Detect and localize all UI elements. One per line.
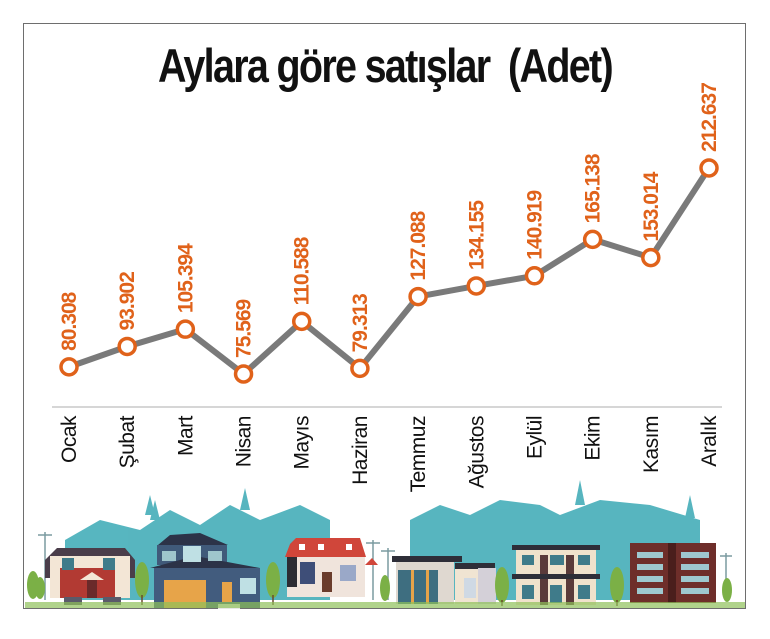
value-label: 80.308 (58, 291, 81, 351)
value-label: 75.569 (233, 299, 256, 358)
data-point-marker (582, 229, 603, 250)
month-label: Şubat (116, 415, 139, 468)
month-label: Aralık (698, 415, 721, 467)
month-label: Ekim (582, 416, 605, 461)
month-label: Kasım (640, 416, 663, 473)
value-labels: 80.308 93.902 105.394 75.569 110.588 79.313 12… (58, 83, 721, 358)
chart-title: Aylara göre satışlar (Adet) (158, 39, 614, 92)
data-point-marker (408, 286, 428, 307)
month-label: Nisan (233, 416, 256, 467)
month-label: Eylül (523, 416, 546, 459)
value-label: 134.155 (465, 200, 488, 270)
month-label: Mayıs (291, 416, 314, 470)
month-label: Ağustos (465, 416, 488, 488)
value-label: 79.313 (349, 294, 372, 353)
data-point-marker (524, 266, 545, 286)
value-label: 140.919 (523, 191, 546, 260)
data-point-marker (117, 336, 137, 357)
data-point-marker (291, 311, 312, 332)
value-label: 127.088 (407, 210, 430, 280)
data-point-marker (233, 364, 254, 384)
x-axis-labels: Ocak Şubat Mart Nisan Mayıs Haziran Temmuz Ağus… (58, 415, 721, 492)
data-series (59, 158, 719, 384)
data-point-marker (466, 276, 487, 296)
value-label: 165.138 (582, 153, 605, 223)
value-label: 110.588 (291, 236, 314, 305)
month-label: Temmuz (407, 416, 430, 492)
data-point-marker (59, 357, 79, 377)
value-label: 153.014 (640, 171, 663, 241)
data-point-marker (641, 247, 661, 268)
month-label: Ocak (58, 415, 81, 463)
month-label: Mart (174, 415, 197, 456)
value-label: 212.637 (698, 83, 721, 152)
data-point-marker (175, 319, 196, 339)
value-label: 93.902 (116, 272, 139, 331)
value-label: 105.394 (174, 243, 197, 313)
data-point-marker (699, 158, 719, 178)
series-line (68, 166, 712, 377)
month-label: Haziran (349, 416, 372, 485)
data-point-marker (350, 358, 370, 379)
houses-illustration (25, 480, 745, 609)
